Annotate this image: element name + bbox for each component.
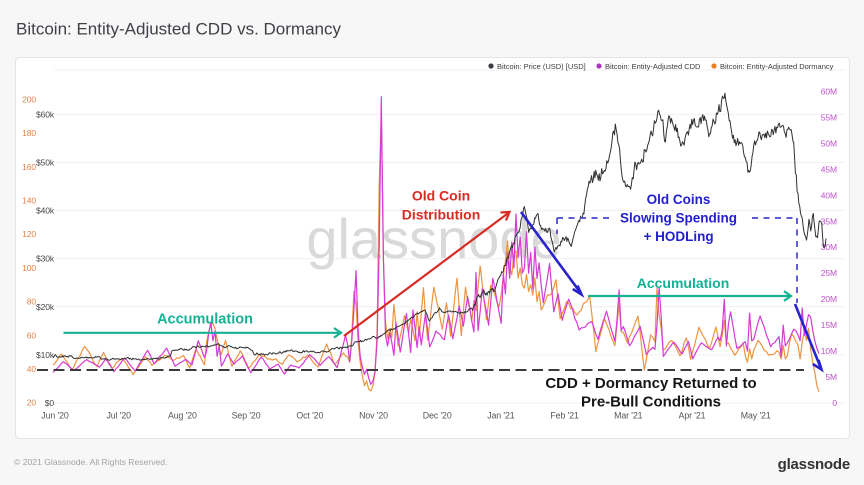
svg-text:Bitcoin: Entity-Adjusted CDD: Bitcoin: Entity-Adjusted CDD [605,62,701,71]
svg-text:180: 180 [22,128,36,138]
svg-text:Bitcoin: Entity-Adjusted Dorma: Bitcoin: Entity-Adjusted Dormancy [720,62,834,71]
svg-text:140: 140 [22,196,36,206]
svg-text:© 2021 Glassnode. All Rights R: © 2021 Glassnode. All Rights Reserved. [14,457,167,467]
svg-text:40M: 40M [821,190,837,200]
svg-text:120: 120 [22,229,36,239]
svg-text:10M: 10M [821,346,837,356]
svg-text:Feb '21: Feb '21 [550,411,579,421]
svg-text:40: 40 [27,364,37,374]
svg-text:50M: 50M [821,138,837,148]
svg-text:Dec '20: Dec '20 [423,411,452,421]
svg-text:Pre-Bull Conditions: Pre-Bull Conditions [581,394,721,411]
svg-text:55M: 55M [821,113,837,123]
svg-text:$60k: $60k [36,109,55,119]
svg-text:Old Coin: Old Coin [412,188,470,204]
svg-text:Jul '20: Jul '20 [106,411,131,421]
svg-text:100: 100 [22,263,36,273]
svg-text:Nov '20: Nov '20 [359,411,388,421]
svg-text:Apr '21: Apr '21 [679,411,706,421]
svg-text:CDD + Dormancy Returned to: CDD + Dormancy Returned to [545,375,756,392]
svg-text:$20k: $20k [36,302,55,312]
svg-text:Jan '21: Jan '21 [487,411,515,421]
svg-text:Slowing Spending: Slowing Spending [620,211,737,226]
svg-text:0: 0 [832,398,837,408]
svg-text:glassnode: glassnode [306,207,561,270]
svg-text:Old Coins: Old Coins [647,192,711,207]
svg-text:Bitcoin: Entity-Adjusted CDD v: Bitcoin: Entity-Adjusted CDD vs. Dormanc… [16,20,341,39]
svg-text:20: 20 [27,398,37,408]
svg-text:200: 200 [22,94,36,104]
svg-text:20M: 20M [821,294,837,304]
svg-text:Oct '20: Oct '20 [296,411,323,421]
svg-text:45M: 45M [821,164,837,174]
svg-text:Mar '21: Mar '21 [614,411,643,421]
svg-text:$50k: $50k [36,158,55,168]
svg-text:$0: $0 [45,398,55,408]
svg-text:+ HODLing: + HODLing [643,229,713,244]
svg-text:80: 80 [27,297,37,307]
svg-text:60M: 60M [821,87,837,97]
svg-text:$40k: $40k [36,206,55,216]
svg-text:30M: 30M [821,242,837,252]
svg-text:Sep '20: Sep '20 [232,411,261,421]
svg-text:160: 160 [22,162,36,172]
svg-text:25M: 25M [821,268,837,278]
svg-text:Accumulation: Accumulation [637,275,730,291]
svg-text:Distribution: Distribution [402,207,481,223]
svg-text:Jun '20: Jun '20 [41,411,69,421]
svg-text:$30k: $30k [36,254,55,264]
svg-text:35M: 35M [821,216,837,226]
svg-text:Accumulation: Accumulation [157,312,253,328]
svg-text:glassnode: glassnode [778,456,850,473]
svg-text:15M: 15M [821,320,837,330]
svg-text:5M: 5M [825,372,837,382]
svg-text:60: 60 [27,330,37,340]
svg-text:Bitcoin: Price (USD) [USD]: Bitcoin: Price (USD) [USD] [497,62,586,71]
svg-text:May '21: May '21 [741,411,771,421]
svg-text:Aug '20: Aug '20 [168,411,197,421]
svg-text:$10k: $10k [36,350,55,360]
